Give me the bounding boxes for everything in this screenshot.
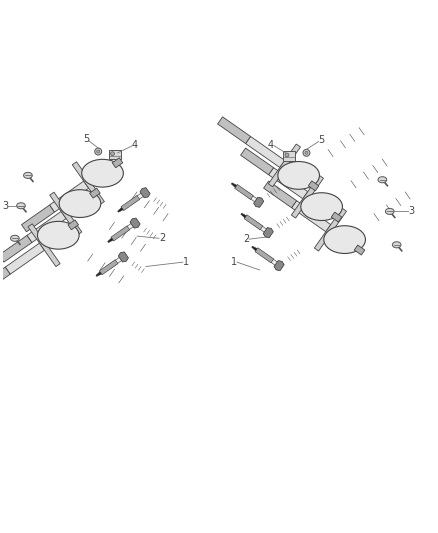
Ellipse shape [324, 225, 365, 254]
Polygon shape [331, 212, 342, 222]
Text: 2: 2 [243, 234, 249, 244]
Polygon shape [354, 245, 365, 255]
Polygon shape [140, 188, 150, 198]
Polygon shape [118, 252, 128, 262]
Polygon shape [254, 197, 264, 207]
Polygon shape [0, 236, 32, 262]
Ellipse shape [59, 190, 101, 217]
Polygon shape [255, 248, 274, 263]
Ellipse shape [392, 242, 401, 248]
Polygon shape [109, 255, 124, 268]
Polygon shape [0, 267, 10, 294]
FancyBboxPatch shape [109, 150, 121, 159]
Polygon shape [90, 188, 100, 198]
Polygon shape [241, 213, 246, 218]
Ellipse shape [301, 193, 343, 221]
Polygon shape [264, 181, 297, 208]
Polygon shape [5, 243, 44, 274]
Ellipse shape [285, 153, 289, 157]
Text: 4: 4 [268, 140, 274, 150]
Polygon shape [314, 208, 346, 251]
Polygon shape [28, 224, 60, 266]
Polygon shape [120, 222, 136, 234]
Polygon shape [263, 228, 273, 238]
Ellipse shape [385, 208, 394, 214]
Polygon shape [96, 272, 101, 277]
Polygon shape [130, 218, 140, 228]
Text: 5: 5 [318, 135, 325, 146]
Polygon shape [274, 261, 284, 271]
Polygon shape [254, 222, 269, 235]
Ellipse shape [303, 149, 310, 156]
Ellipse shape [82, 159, 124, 187]
FancyBboxPatch shape [283, 151, 295, 160]
Polygon shape [292, 200, 331, 232]
Polygon shape [268, 168, 308, 199]
Polygon shape [72, 162, 104, 205]
Polygon shape [27, 212, 66, 243]
Ellipse shape [97, 150, 100, 153]
Polygon shape [252, 246, 257, 251]
Ellipse shape [305, 151, 308, 155]
Polygon shape [111, 226, 130, 241]
Polygon shape [244, 191, 260, 204]
Ellipse shape [17, 203, 25, 209]
Ellipse shape [38, 221, 79, 249]
Polygon shape [21, 205, 54, 232]
Polygon shape [218, 117, 251, 143]
Polygon shape [49, 181, 88, 212]
Polygon shape [244, 215, 263, 230]
Ellipse shape [11, 235, 19, 241]
Polygon shape [240, 148, 274, 175]
Text: 3: 3 [408, 206, 414, 216]
Polygon shape [68, 220, 78, 230]
Polygon shape [99, 260, 118, 275]
Polygon shape [118, 208, 123, 212]
Ellipse shape [24, 172, 32, 179]
Polygon shape [235, 184, 253, 199]
Ellipse shape [110, 152, 114, 156]
Text: 4: 4 [132, 140, 138, 150]
Polygon shape [131, 191, 146, 204]
Polygon shape [308, 181, 319, 191]
Text: 1: 1 [183, 257, 189, 267]
Polygon shape [121, 196, 140, 211]
Text: 1: 1 [231, 257, 237, 267]
Polygon shape [265, 255, 280, 267]
Polygon shape [231, 183, 237, 188]
Polygon shape [291, 175, 324, 218]
Text: 5: 5 [83, 134, 89, 144]
Text: 3: 3 [2, 201, 8, 211]
Polygon shape [49, 192, 82, 235]
Polygon shape [112, 158, 123, 168]
Ellipse shape [95, 148, 102, 155]
Polygon shape [268, 144, 300, 187]
Polygon shape [246, 136, 285, 167]
Ellipse shape [378, 177, 387, 183]
Text: 2: 2 [159, 233, 165, 243]
Polygon shape [108, 238, 113, 243]
Ellipse shape [278, 161, 319, 189]
